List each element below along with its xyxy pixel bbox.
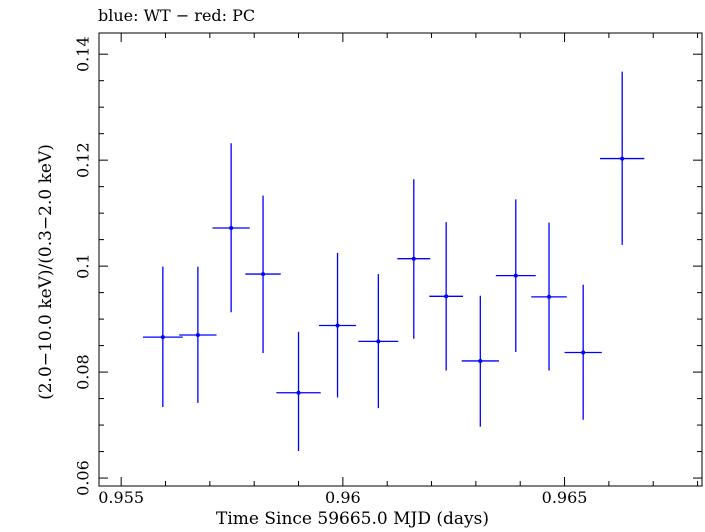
data-point — [444, 294, 449, 299]
y-tick-label: 0.14 — [74, 36, 93, 72]
y-tick-label: 0.12 — [74, 142, 93, 178]
data-point — [229, 225, 234, 230]
data-point — [581, 350, 586, 355]
y-tick-label: 0.06 — [74, 460, 93, 496]
data-point — [513, 273, 518, 278]
y-tick-label: 0.08 — [74, 354, 93, 390]
data-point — [160, 335, 165, 340]
data-point — [261, 272, 266, 277]
chart-title: blue: WT − red: PC — [98, 6, 256, 25]
x-tick-label: 0.965 — [542, 488, 588, 507]
data-point — [335, 323, 340, 328]
y-tick-label: 0.1 — [74, 253, 93, 278]
x-tick-label: 0.955 — [98, 488, 144, 507]
plot-frame — [98, 32, 703, 487]
data-point — [296, 390, 301, 395]
y-axis-label: (2.0−10.0 keV)/(0.3−2.0 keV) — [36, 144, 56, 400]
x-axis-label: Time Since 59665.0 MJD (days) — [216, 509, 489, 529]
data-point — [195, 333, 200, 337]
x-tick-label: 0.96 — [325, 488, 361, 507]
data-point — [547, 294, 552, 299]
data-point — [411, 256, 416, 261]
data-point — [376, 339, 381, 344]
data-point — [478, 358, 483, 363]
data-point — [620, 156, 625, 161]
